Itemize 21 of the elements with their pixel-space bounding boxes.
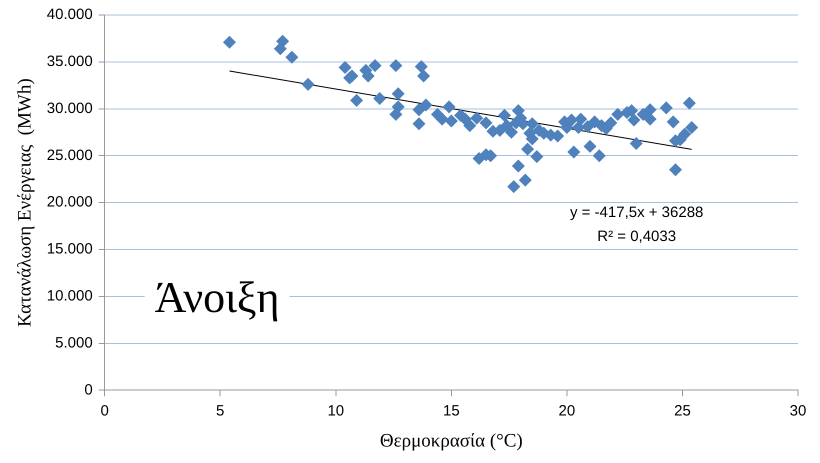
y-tick-label: 30.000 <box>46 100 93 117</box>
x-tick-label: 15 <box>442 402 460 420</box>
y-tick-label: 5.000 <box>55 334 93 352</box>
annotation: Άνοιξη <box>154 272 280 322</box>
x-tick-label: 30 <box>790 402 806 420</box>
x-tick-label: 5 <box>216 402 224 420</box>
x-tick-label: 10 <box>327 402 344 420</box>
y-tick-label: 20.000 <box>46 194 93 211</box>
x-axis-title: Θερμοκρασία (°C) <box>380 430 523 452</box>
x-tick-label: 25 <box>674 402 691 420</box>
x-tick-label: 0 <box>100 402 109 420</box>
annotation: R² = 0,4033 <box>597 228 676 246</box>
y-axis-title: Κατανάλωση Ενέργειας (MWh) <box>14 78 36 327</box>
y-tick-label: 15.000 <box>46 240 93 258</box>
annotation: y = -417,5x + 36288 <box>570 204 704 222</box>
y-tick-label: 0 <box>84 381 93 398</box>
y-tick-label: 35.000 <box>46 53 93 70</box>
y-tick-label: 10.000 <box>46 288 93 305</box>
y-tick-label: 40.000 <box>46 6 93 24</box>
x-tick-label: 20 <box>558 402 576 420</box>
y-tick-label: 25.000 <box>46 146 93 164</box>
